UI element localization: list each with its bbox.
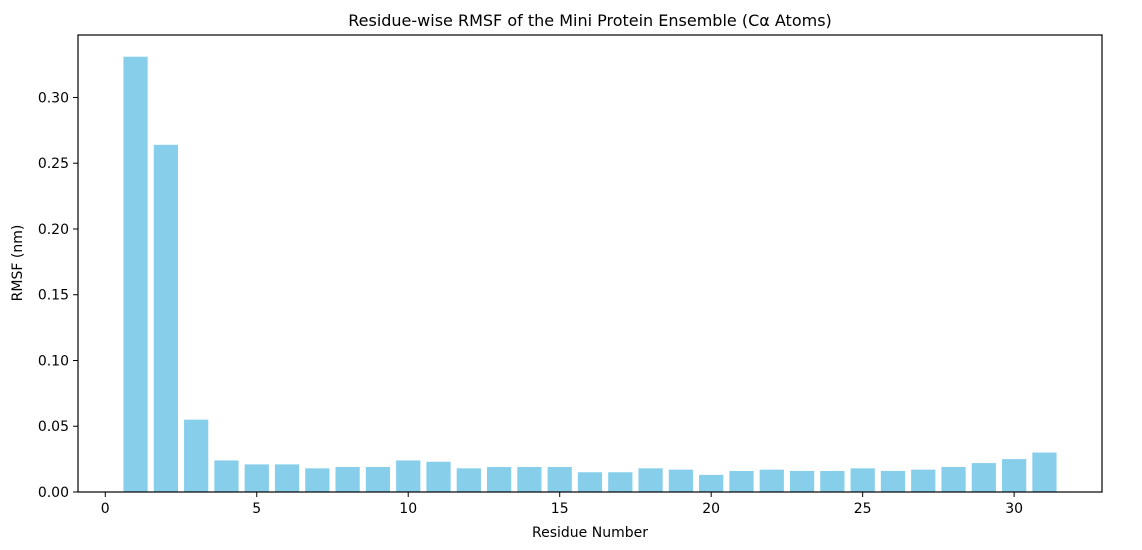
bar-residue-8 <box>335 467 360 492</box>
bar-residue-19 <box>668 469 694 492</box>
bars-layer <box>123 56 1057 492</box>
x-tick-label-10: 10 <box>399 501 417 517</box>
y-tick-label-0.25: 0.25 <box>38 156 69 172</box>
bar-residue-22 <box>759 469 784 492</box>
bar-residue-27 <box>911 469 936 492</box>
x-tick-label-25: 25 <box>854 501 872 517</box>
bar-residue-21 <box>729 470 754 492</box>
bar-residue-3 <box>184 419 209 492</box>
axes-layer: 0 5 10 15 20 25 30 0.00 0.05 0.10 0.15 0.20 0.25 0.30 <box>38 34 1103 517</box>
bar-residue-7 <box>305 468 330 492</box>
bar-residue-28 <box>941 467 966 492</box>
y-tick-label-0.00: 0.00 <box>38 485 69 501</box>
bar-residue-25 <box>850 468 875 492</box>
x-tick-label-0: 0 <box>101 501 110 517</box>
y-tick-label-0.30: 0.30 <box>38 90 69 106</box>
y-tick-label-0.15: 0.15 <box>38 288 69 304</box>
x-axis-label: Residue Number <box>532 525 648 541</box>
bar-residue-29 <box>971 463 996 492</box>
bar-residue-20 <box>699 474 724 492</box>
bar-residue-12 <box>456 468 481 492</box>
x-tick-label-20: 20 <box>702 501 720 517</box>
bar-residue-6 <box>274 464 300 492</box>
bar-residue-17 <box>608 472 633 492</box>
x-tick-label-30: 30 <box>1005 501 1023 517</box>
bar-residue-1 <box>123 56 148 492</box>
x-tick-label-5: 5 <box>252 501 261 517</box>
bar-residue-18 <box>638 468 663 492</box>
y-tick-label-0.05: 0.05 <box>38 419 69 435</box>
bar-residue-11 <box>426 461 451 492</box>
bar-residue-23 <box>789 470 815 492</box>
bar-residue-2 <box>153 144 178 492</box>
bar-residue-10 <box>396 460 421 492</box>
bar-residue-4 <box>214 460 239 492</box>
plot-frame <box>77 34 1103 493</box>
y-tick-label-0.10: 0.10 <box>38 353 69 369</box>
bar-residue-31 <box>1032 452 1057 492</box>
x-tick-label-15: 15 <box>551 501 569 517</box>
bar-residue-13 <box>486 467 512 492</box>
chart-title: Residue-wise RMSF of the Mini Protein En… <box>348 11 832 30</box>
bar-residue-15 <box>547 467 572 492</box>
bar-residue-9 <box>365 467 391 492</box>
y-axis-label: RMSF (nm) <box>10 225 26 302</box>
bar-residue-26 <box>880 470 906 492</box>
bar-residue-24 <box>820 470 845 492</box>
y-tick-label-0.20: 0.20 <box>38 222 69 238</box>
bar-residue-30 <box>1002 459 1027 492</box>
bar-residue-14 <box>517 467 542 492</box>
bar-residue-16 <box>577 472 603 492</box>
bar-residue-5 <box>244 464 269 492</box>
